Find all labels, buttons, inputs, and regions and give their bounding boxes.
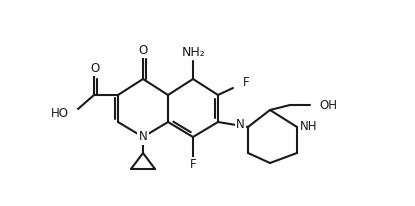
Text: OH: OH bbox=[319, 98, 337, 111]
Text: N: N bbox=[236, 118, 245, 131]
Text: HO: HO bbox=[51, 107, 69, 119]
Text: F: F bbox=[190, 158, 196, 172]
Text: O: O bbox=[90, 62, 100, 75]
Text: O: O bbox=[138, 43, 148, 56]
Text: NH: NH bbox=[300, 121, 317, 133]
Text: F: F bbox=[243, 76, 250, 89]
Text: N: N bbox=[139, 130, 147, 144]
Text: NH₂: NH₂ bbox=[182, 46, 206, 59]
